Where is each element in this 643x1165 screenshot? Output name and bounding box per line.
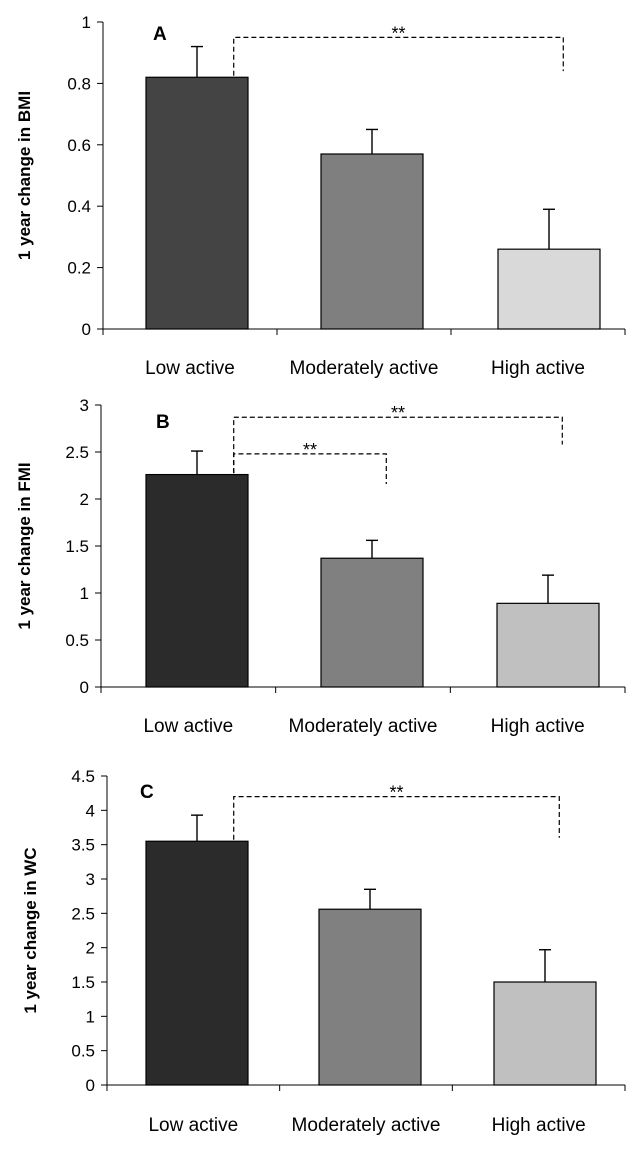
category-label: High active <box>491 358 585 379</box>
panel-c: 0 0.5 1 1.5 2 2.5 3 3.5 4 4.5 Low active Moderately… <box>21 767 626 1136</box>
significance-label: ** <box>389 783 403 803</box>
panel-a: 0 0.2 0.4 0.6 0.8 1 Low active Moderately activ… <box>15 13 626 379</box>
y-tick-label: 1 <box>86 1007 95 1026</box>
category-label: High active <box>491 716 585 737</box>
significance-bracket <box>233 796 560 840</box>
bar <box>496 602 600 688</box>
category-label: Moderately active <box>289 716 438 737</box>
y-tick-label: 2.5 <box>71 904 95 923</box>
y-axis-title: 1 year change in FMI <box>15 462 34 629</box>
bar <box>145 76 249 330</box>
bar <box>145 473 249 688</box>
significance-label: ** <box>391 23 405 43</box>
significance-bracket <box>233 36 564 76</box>
y-tick-label: 1.5 <box>71 973 95 992</box>
y-tick-label: 0 <box>80 678 89 697</box>
y-tick-label: 0.2 <box>67 259 91 278</box>
y-tick-label: 1 <box>80 584 89 603</box>
y-tick-label: 2 <box>80 490 89 509</box>
y-tick-label: 1.5 <box>65 537 89 556</box>
y-tick-label: 0.5 <box>65 631 89 650</box>
bar <box>497 248 601 330</box>
bar <box>320 153 424 330</box>
y-tick-label: 3.5 <box>71 836 95 855</box>
bar <box>318 908 422 1086</box>
panel-b: 0 0.5 1 1.5 2 2.5 3 Low active Moderately active… <box>15 396 626 737</box>
y-tick-label: 2 <box>86 939 95 958</box>
y-tick-label: 0 <box>86 1076 95 1095</box>
y-tick-label: 0 <box>82 320 91 339</box>
significance-bracket <box>233 416 563 474</box>
category-label: Low active <box>145 358 235 379</box>
y-axis-title: 1 year change in BMI <box>15 91 34 260</box>
bar <box>320 557 424 688</box>
panel-letter: A <box>153 24 167 45</box>
category-label: Low active <box>148 1115 238 1136</box>
bar <box>493 981 597 1086</box>
panel-letter: C <box>140 782 154 803</box>
significance-bracket <box>233 453 387 484</box>
y-tick-label: 2.5 <box>65 443 89 462</box>
y-tick-label: 0.4 <box>67 197 91 216</box>
bar <box>145 840 249 1086</box>
y-axis-title: 1 year change in WC <box>21 847 40 1013</box>
y-tick-label: 3 <box>86 870 95 889</box>
category-label: Moderately active <box>292 1115 441 1136</box>
significance-label: ** <box>391 403 405 423</box>
category-label: Low active <box>143 716 233 737</box>
y-tick-label: 0.8 <box>67 74 91 93</box>
y-tick-label: 4.5 <box>71 767 95 786</box>
y-tick-label: 1 <box>82 13 91 32</box>
category-label: Moderately active <box>290 358 439 379</box>
y-tick-label: 0.5 <box>71 1042 95 1061</box>
category-label: High active <box>492 1115 586 1136</box>
y-tick-label: 3 <box>80 396 89 415</box>
significance-label: ** <box>303 440 317 460</box>
panel-letter: B <box>156 412 170 433</box>
y-tick-label: 0.6 <box>67 136 91 155</box>
y-tick-label: 4 <box>86 801 95 820</box>
